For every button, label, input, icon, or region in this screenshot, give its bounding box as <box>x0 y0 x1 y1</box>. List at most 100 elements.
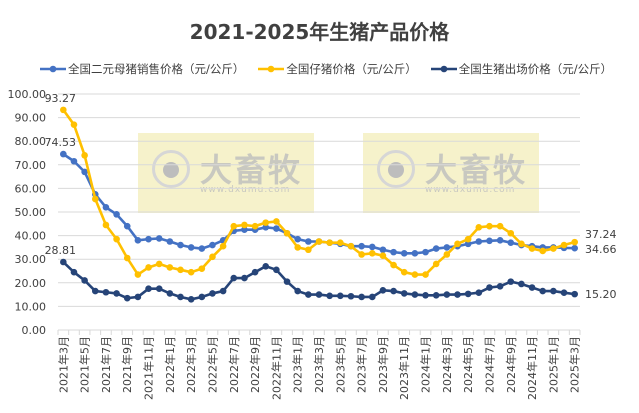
data-point <box>102 288 110 296</box>
data-point <box>145 285 152 293</box>
data-label-first: 93.27 <box>45 92 77 105</box>
x-tick-label: 2021年11月 <box>142 336 156 400</box>
data-point <box>422 292 429 299</box>
data-point <box>411 250 419 257</box>
data-point <box>113 290 120 297</box>
watermark: 大畜牧 www.dxumu.com <box>138 133 314 213</box>
x-tick-label: 2024年7月 <box>482 336 496 393</box>
data-point <box>113 235 120 243</box>
data-point <box>368 243 376 251</box>
data-point <box>102 221 110 229</box>
data-point <box>262 219 270 226</box>
data-point <box>209 241 216 249</box>
data-point <box>518 240 525 248</box>
data-point <box>539 287 547 295</box>
legend-item-sow: 全国二元母猪销售价格（元/公斤） <box>40 61 244 77</box>
data-point <box>496 237 504 244</box>
data-point <box>294 244 301 251</box>
data-label-first: 74.53 <box>45 136 77 149</box>
data-point <box>251 222 259 230</box>
x-tick-label: 2023年1月 <box>291 336 305 393</box>
data-point <box>571 290 578 298</box>
data-point <box>145 264 152 271</box>
legend-label-sow: 全国二元母猪销售价格（元/公斤） <box>68 62 245 76</box>
data-point <box>358 242 365 250</box>
data-point <box>283 229 291 237</box>
x-tick-label: 2021年9月 <box>120 336 134 393</box>
data-point <box>70 121 78 128</box>
x-tick-label: 2022年11月 <box>269 336 283 400</box>
data-point <box>177 266 184 274</box>
data-point <box>539 247 547 255</box>
data-point <box>187 296 195 303</box>
x-tick-label: 2025年3月 <box>568 336 582 393</box>
data-point <box>209 290 216 297</box>
data-point <box>507 229 515 237</box>
watermark-url: www.dxumu.com <box>425 185 516 195</box>
x-tick-label: 2024年11月 <box>525 336 539 400</box>
legend-marker-sow <box>40 65 66 73</box>
data-point <box>486 237 493 245</box>
data-point <box>123 294 131 302</box>
y-tick-label: 60.00 <box>15 182 47 195</box>
data-point <box>81 168 88 176</box>
data-point <box>550 287 557 295</box>
data-point <box>400 290 408 297</box>
data-point <box>241 274 248 282</box>
data-point <box>273 218 280 225</box>
data-point <box>347 242 355 250</box>
data-point <box>475 224 483 231</box>
data-label-last: 15.20 <box>585 288 617 301</box>
data-point <box>358 293 365 301</box>
legend-item-piglet: 全国仔猪价格（元/公斤） <box>258 61 417 77</box>
legend-item-hog: 全国生猪出场价格（元/公斤） <box>430 61 612 77</box>
x-tick-label: 2021年3月 <box>56 336 70 393</box>
data-point <box>422 248 429 256</box>
y-tick-label: 20.00 <box>15 277 47 290</box>
data-point <box>219 287 227 295</box>
legend-label-piglet: 全国仔猪价格（元/公斤） <box>286 62 417 76</box>
data-point <box>337 239 344 246</box>
x-tick-label: 2024年1月 <box>419 336 433 393</box>
data-point <box>198 245 206 252</box>
data-point <box>422 271 429 278</box>
data-point <box>411 271 419 278</box>
data-point <box>379 252 387 259</box>
x-tick-label: 2021年7月 <box>99 336 113 393</box>
data-point <box>560 289 568 297</box>
data-point <box>155 235 163 242</box>
x-tick-label: 2023年11月 <box>397 336 411 400</box>
data-point <box>187 244 195 251</box>
data-point <box>400 268 408 276</box>
data-point <box>560 241 568 249</box>
data-point <box>241 221 248 229</box>
y-tick-label: 50.00 <box>15 206 47 219</box>
data-point <box>81 152 88 159</box>
data-point <box>273 266 280 274</box>
data-point <box>177 293 184 301</box>
data-point <box>60 150 67 158</box>
data-point <box>486 222 493 230</box>
data-point <box>123 254 131 262</box>
data-label-last: 37.24 <box>585 228 617 241</box>
data-point <box>273 225 280 232</box>
legend: 全国二元母猪销售价格（元/公斤） 全国仔猪价格（元/公斤） 全国生猪出场价格（元… <box>40 61 639 77</box>
data-point <box>91 195 99 203</box>
x-tick-label: 2024年5月 <box>461 336 475 393</box>
data-point <box>262 224 270 231</box>
data-point <box>507 278 515 285</box>
data-point <box>134 271 142 278</box>
legend-marker-hog <box>430 65 457 73</box>
x-tick-label: 2023年3月 <box>312 336 326 393</box>
x-tick-label: 2021年5月 <box>78 336 92 393</box>
data-point <box>390 261 397 269</box>
data-point <box>283 278 291 285</box>
x-tick-label: 2023年9月 <box>376 336 390 393</box>
data-point <box>155 285 163 293</box>
data-point <box>379 246 387 254</box>
data-point <box>368 293 376 301</box>
data-point <box>81 277 88 284</box>
data-point <box>464 240 472 248</box>
data-point <box>198 265 206 272</box>
data-point <box>432 292 440 299</box>
